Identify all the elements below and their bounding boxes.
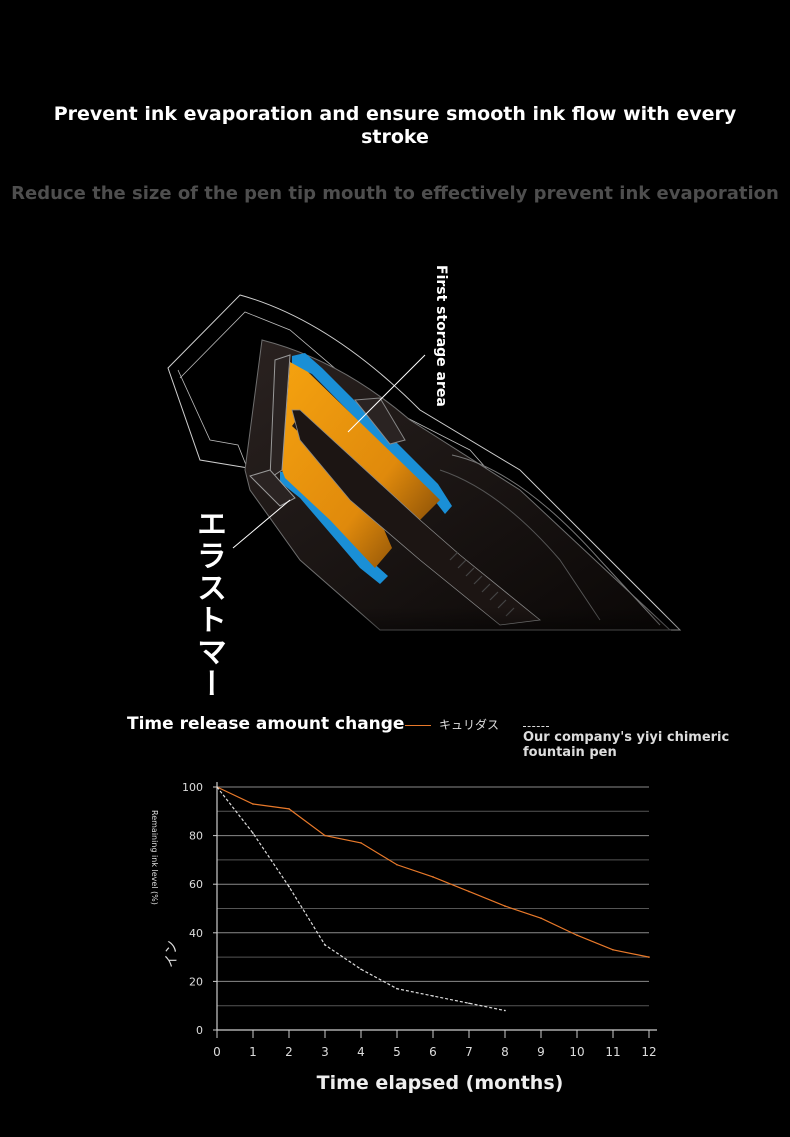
y-tick-label: 100	[182, 781, 203, 794]
pen-cross-section-diagram	[0, 250, 790, 670]
data-point-1	[324, 834, 326, 837]
page-title: Prevent ink evaporation and ensure smoot…	[53, 103, 737, 148]
x-tick-label: 5	[393, 1045, 401, 1059]
x-axis-label: Time elapsed (months)	[316, 1072, 564, 1094]
y-tick-label: 20	[189, 975, 203, 988]
x-tick-label: 3	[321, 1045, 329, 1059]
x-tick-label: 4	[357, 1045, 365, 1059]
legend-item-series-2: Our company's yiyi chimeric fountain pen	[523, 716, 773, 760]
x-tick-label: 6	[429, 1045, 437, 1059]
legend-item-series-1: キュリダス	[405, 716, 499, 733]
data-point-2	[252, 832, 254, 834]
data-point-2	[396, 987, 398, 990]
page-subtitle: Reduce the size of the pen tip mouth to …	[11, 183, 779, 204]
y-axis-label-extra: イン	[164, 940, 180, 968]
x-tick-label: 12	[641, 1045, 656, 1059]
y-tick-label: 40	[189, 927, 203, 940]
data-point-1	[252, 803, 254, 805]
data-point-1	[540, 917, 542, 920]
series-line-1	[216, 786, 650, 958]
data-point-1	[504, 905, 506, 907]
x-tick-label: 9	[537, 1045, 545, 1059]
data-point-1	[468, 890, 470, 893]
data-point-2	[504, 1009, 506, 1012]
x-tick-label: 7	[465, 1045, 473, 1059]
data-point-1	[432, 876, 434, 878]
data-point-1	[360, 842, 362, 844]
chart-title: Time release amount change	[127, 714, 405, 734]
x-tick-label: 8	[501, 1045, 509, 1059]
legend-swatch-dashed	[523, 726, 549, 727]
data-point-2	[360, 968, 362, 971]
legend-swatch-solid	[405, 725, 431, 726]
y-axis-label: Remaining ink level (%)	[150, 810, 159, 905]
y-tick-label: 60	[189, 878, 203, 891]
data-point-1	[576, 934, 578, 937]
elastomer-label: エラストマー	[191, 508, 226, 700]
x-tick-label: 2	[285, 1045, 293, 1059]
data-point-2	[432, 995, 434, 997]
y-tick-label: 0	[196, 1024, 203, 1037]
data-point-2	[468, 1002, 470, 1005]
storage-area-label: First storage area	[433, 265, 449, 407]
data-point-2	[288, 885, 290, 888]
x-tick-label: 1	[249, 1045, 257, 1059]
data-point-1	[288, 808, 290, 810]
x-tick-label: 10	[569, 1045, 584, 1059]
y-tick-label: 80	[189, 830, 203, 843]
x-tick-label: 11	[605, 1045, 620, 1059]
data-point-2	[324, 944, 326, 946]
legend-label-1: キュリダス	[439, 718, 500, 732]
legend-label-2: Our company's yiyi chimeric fountain pen	[523, 730, 730, 760]
x-tick-label: 0	[213, 1045, 221, 1059]
series-line-2	[216, 786, 506, 1012]
data-point-1	[648, 956, 650, 958]
data-point-2	[216, 786, 218, 788]
data-point-1	[612, 949, 614, 951]
data-point-1	[396, 863, 398, 866]
